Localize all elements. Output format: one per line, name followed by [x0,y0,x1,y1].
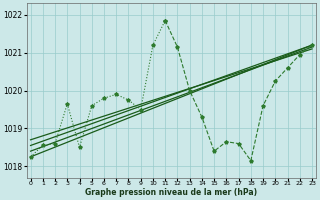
X-axis label: Graphe pression niveau de la mer (hPa): Graphe pression niveau de la mer (hPa) [85,188,257,197]
